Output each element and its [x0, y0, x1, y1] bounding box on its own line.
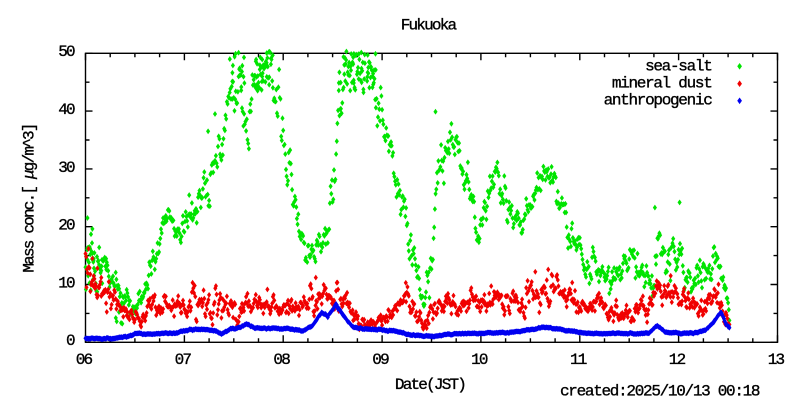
svg-text:Mass conc.[ μg/m^3]: Mass conc.[ μg/m^3] [21, 124, 39, 272]
svg-text:07: 07 [175, 351, 192, 369]
svg-text:50: 50 [58, 43, 75, 61]
svg-text:06: 06 [76, 351, 93, 369]
svg-text:Date(JST): Date(JST) [395, 376, 465, 394]
svg-text:mineral dust: mineral dust [612, 75, 712, 93]
svg-text:10: 10 [58, 274, 75, 292]
svg-text:09: 09 [372, 351, 389, 369]
svg-text:created:2025/10/13 00:18: created:2025/10/13 00:18 [560, 382, 760, 400]
svg-text:10: 10 [471, 351, 488, 369]
svg-text:sea-salt: sea-salt [645, 57, 711, 75]
svg-text:30: 30 [58, 159, 75, 177]
svg-text:20: 20 [58, 217, 75, 235]
svg-text:anthropogenic: anthropogenic [604, 92, 713, 110]
svg-text:11: 11 [570, 351, 587, 369]
svg-text:12: 12 [669, 351, 686, 369]
svg-text:Fukuoka: Fukuoka [401, 17, 458, 35]
svg-text:08: 08 [273, 351, 290, 369]
svg-text:0: 0 [66, 332, 75, 350]
svg-text:13: 13 [768, 351, 785, 369]
svg-text:40: 40 [58, 101, 75, 119]
